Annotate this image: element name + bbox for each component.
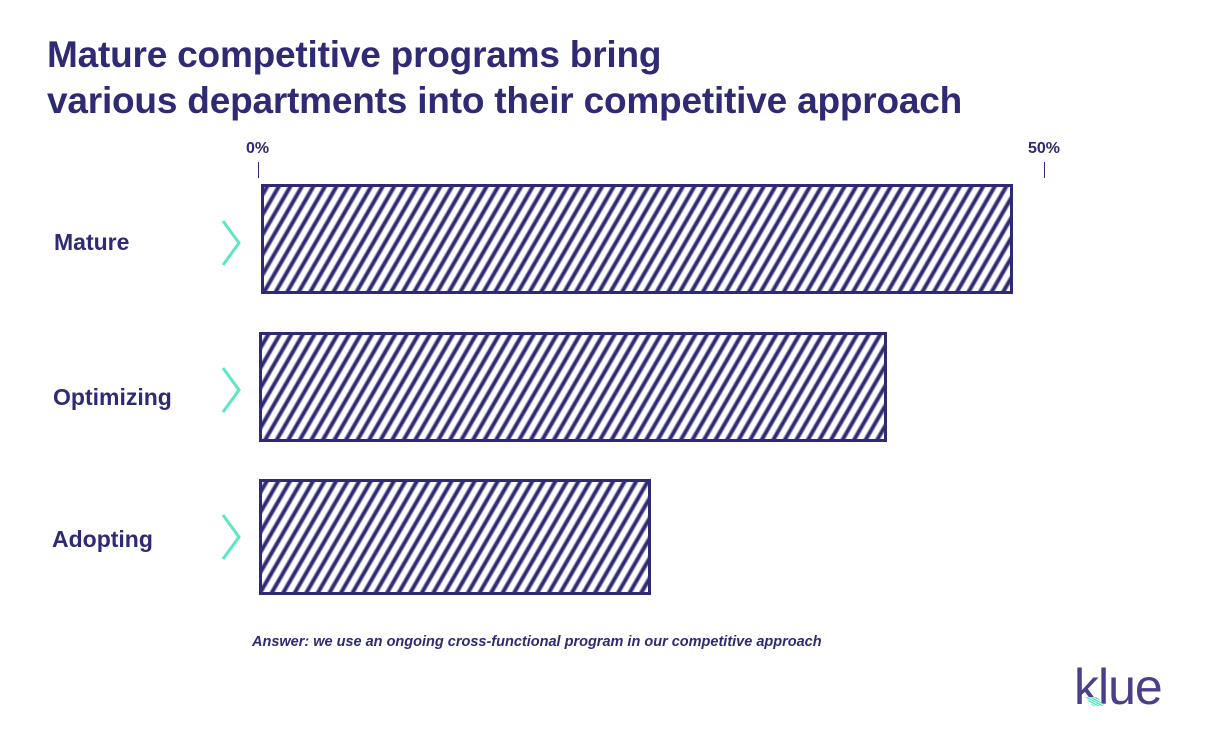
bar-mature — [261, 184, 1013, 294]
chevron-right-icon — [221, 367, 241, 413]
row-label-mature: Mature — [54, 229, 130, 255]
axis-tick-max — [1044, 162, 1045, 178]
axis-label-max: 50% — [1028, 140, 1061, 157]
chart-title-line-2: various departments into their competiti… — [47, 80, 962, 121]
bar-optimizing — [259, 332, 887, 442]
klue-logo: klue — [1074, 659, 1163, 715]
bar-adopting — [259, 479, 651, 595]
chart-title-line-1: Mature competitive programs bring — [47, 34, 662, 75]
row-label-optimizing: Optimizing — [53, 384, 172, 410]
row-label-adopting: Adopting — [52, 526, 153, 552]
chart-title: Mature competitive programs bring variou… — [47, 32, 962, 124]
answer-footnote: Answer: we use an ongoing cross-function… — [252, 634, 822, 650]
axis-tick-min — [258, 162, 259, 178]
chevron-right-icon — [221, 220, 241, 266]
chevron-right-icon — [221, 514, 241, 560]
axis-label-min: 0% — [246, 140, 270, 157]
